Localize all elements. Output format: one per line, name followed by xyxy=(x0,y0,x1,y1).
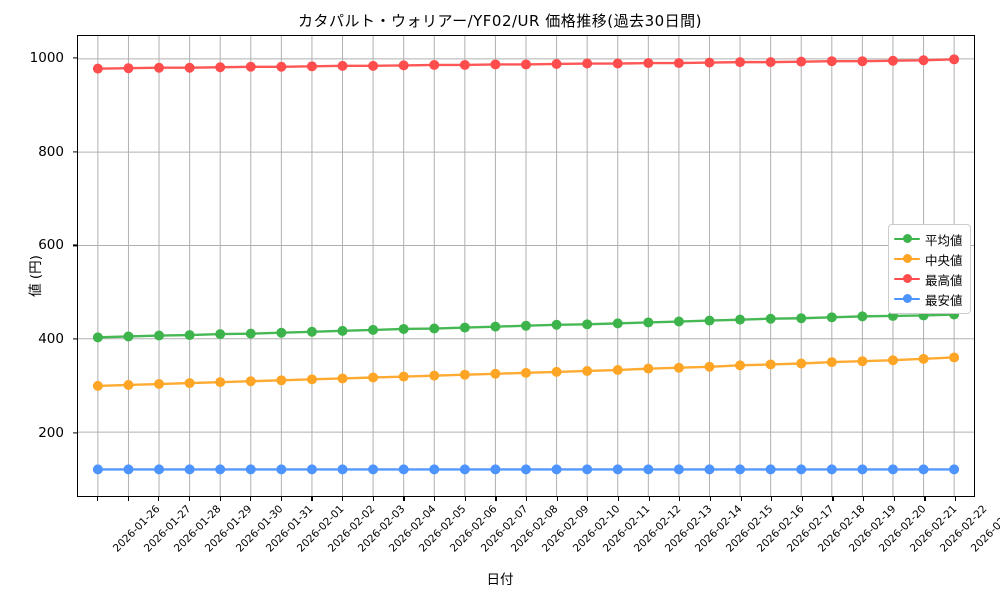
x-tick-mark xyxy=(740,497,742,501)
y-tick-mark xyxy=(73,57,77,59)
y-tick-mark xyxy=(73,338,77,340)
legend-swatch-icon xyxy=(894,273,920,285)
x-tick-mark xyxy=(679,497,681,501)
x-tick-mark xyxy=(893,497,895,501)
x-tick-mark xyxy=(219,497,221,501)
y-tick-label: 400 xyxy=(38,331,64,348)
y-tick-mark xyxy=(73,432,77,434)
y-tick-label: 1000 xyxy=(29,49,64,66)
y-tick-label: 600 xyxy=(38,237,64,254)
x-tick-mark xyxy=(127,497,129,501)
legend-label: 中央値 xyxy=(925,252,963,268)
x-tick-mark xyxy=(771,497,773,501)
legend-swatch-icon xyxy=(894,233,920,245)
x-tick-mark xyxy=(158,497,160,501)
chart-legend[interactable]: 平均値中央値最高値最安値 xyxy=(888,224,971,314)
legend-swatch-icon xyxy=(894,253,920,265)
y-tick-label: 800 xyxy=(38,143,64,160)
legend-item-2[interactable]: 最高値 xyxy=(894,270,963,288)
x-tick-mark xyxy=(617,497,620,501)
x-tick-mark xyxy=(188,497,191,501)
x-tick-mark xyxy=(342,497,344,501)
x-tick-mark xyxy=(434,497,436,501)
y-tick-mark xyxy=(73,151,77,153)
y-axis-label: 値 (円) xyxy=(28,255,44,297)
legend-item-1[interactable]: 中央値 xyxy=(894,250,963,268)
legend-label: 最安値 xyxy=(925,292,963,308)
x-axis-label: 日付 xyxy=(486,572,514,588)
legend-swatch-icon xyxy=(894,293,920,305)
x-tick-mark xyxy=(372,497,374,501)
x-tick-mark xyxy=(280,497,282,501)
x-tick-mark xyxy=(863,497,865,501)
x-tick-mark xyxy=(709,497,712,501)
x-tick-mark xyxy=(955,497,957,501)
legend-label: 最高値 xyxy=(925,272,963,288)
x-tick-mark xyxy=(495,497,497,501)
x-tick-mark xyxy=(311,497,313,501)
x-tick-mark xyxy=(801,497,804,501)
legend-label: 平均値 xyxy=(925,232,963,248)
y-tick-mark xyxy=(73,244,77,246)
gridlines xyxy=(78,36,974,496)
x-tick-mark xyxy=(832,497,834,501)
x-tick-mark xyxy=(648,497,650,501)
legend-item-3[interactable]: 最安値 xyxy=(894,290,963,308)
data-series-layer xyxy=(92,54,960,475)
legend-item-0[interactable]: 平均値 xyxy=(894,230,963,248)
x-tick-mark xyxy=(556,497,558,501)
y-tick-label: 200 xyxy=(38,424,64,441)
x-tick-mark xyxy=(464,497,466,501)
x-tick-mark xyxy=(587,497,589,501)
x-tick-mark xyxy=(403,497,405,501)
x-tick-mark xyxy=(96,497,99,501)
chart-title: カタパルト・ウォリアー/YF02/UR 価格推移(過去30日間) xyxy=(297,12,703,30)
x-tick-mark xyxy=(250,497,252,501)
x-tick-mark xyxy=(526,497,528,501)
x-tick-mark xyxy=(924,497,926,501)
plot-area xyxy=(77,35,975,497)
